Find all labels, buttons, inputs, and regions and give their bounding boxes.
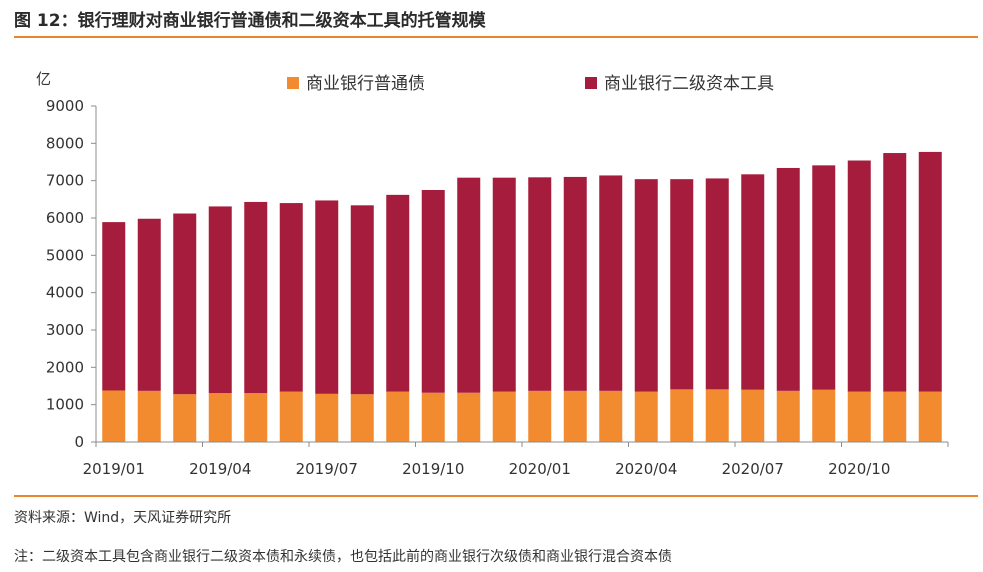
bar-segment-tier2-capital xyxy=(208,206,232,394)
x-tick-label: 2019/07 xyxy=(296,460,358,478)
bar-segment-ordinary-bonds xyxy=(812,389,836,442)
bar-segment-tier2-capital xyxy=(741,174,765,390)
bar-segment-ordinary-bonds xyxy=(670,389,694,442)
bar-segment-ordinary-bonds xyxy=(918,391,942,442)
x-tick-label: 2020/04 xyxy=(615,460,677,478)
bar-series xyxy=(102,151,942,442)
bar-segment-ordinary-bonds xyxy=(883,391,907,442)
bar-segment-tier2-capital xyxy=(883,153,907,392)
bar-segment-tier2-capital xyxy=(528,177,552,391)
bar-segment-tier2-capital xyxy=(705,178,729,390)
bar-segment-ordinary-bonds xyxy=(279,391,303,442)
bar-segment-ordinary-bonds xyxy=(208,393,232,442)
footnote: 注：二级资本工具包含商业银行二级资本债和永续债，也包括此前的商业银行次级债和商业… xyxy=(14,549,672,565)
legend-swatch xyxy=(585,77,597,89)
bar-segment-tier2-capital xyxy=(492,177,516,392)
y-tick-label: 1000 xyxy=(46,396,84,414)
bar-segment-ordinary-bonds xyxy=(350,394,374,442)
bar-segment-ordinary-bonds xyxy=(492,391,516,442)
x-axis: 2019/01 2019/04 2019/07 2019/10 2020/01 2020/… xyxy=(83,441,949,478)
bar-segment-tier2-capital xyxy=(279,203,303,392)
y-tick-label: 9000 xyxy=(46,97,84,115)
title-divider xyxy=(14,36,978,38)
bar-segment-ordinary-bonds xyxy=(315,393,339,442)
y-axis: 0 1000 2000 3000 4000 5000 6000 7000 8000 9000 xyxy=(46,97,97,451)
bar-segment-tier2-capital xyxy=(137,218,161,391)
bar-segment-tier2-capital xyxy=(670,179,694,390)
bar-segment-tier2-capital xyxy=(244,201,268,394)
bar-segment-tier2-capital xyxy=(386,194,410,392)
bar-segment-ordinary-bonds xyxy=(847,391,871,442)
footer-divider xyxy=(14,495,978,497)
x-tick-label: 2020/10 xyxy=(828,460,890,478)
legend-label: 商业银行普通债 xyxy=(306,74,425,94)
bar-segment-ordinary-bonds xyxy=(599,390,623,442)
source-note: 资料来源：Wind，天风证券研究所 xyxy=(14,510,232,526)
y-tick-label: 8000 xyxy=(46,134,84,152)
bar-segment-tier2-capital xyxy=(102,222,126,391)
y-tick-label: 4000 xyxy=(46,284,84,302)
y-tick-label: 3000 xyxy=(46,321,84,339)
bar-segment-ordinary-bonds xyxy=(173,394,197,442)
bar-segment-tier2-capital xyxy=(776,167,800,391)
y-tick-label: 7000 xyxy=(46,172,84,190)
y-tick-label: 5000 xyxy=(46,246,84,264)
bar-segment-tier2-capital xyxy=(457,177,481,393)
y-tick-label: 0 xyxy=(74,433,84,451)
bar-segment-tier2-capital xyxy=(563,176,587,391)
y-tick-label: 6000 xyxy=(46,209,84,227)
bar-segment-ordinary-bonds xyxy=(741,389,765,442)
bar-segment-ordinary-bonds xyxy=(563,390,587,442)
bar-segment-tier2-capital xyxy=(173,213,197,395)
bar-segment-ordinary-bonds xyxy=(634,391,658,442)
bar-segment-ordinary-bonds xyxy=(528,390,552,442)
legend-label: 商业银行二级资本工具 xyxy=(604,74,774,94)
x-tick-label: 2019/10 xyxy=(402,460,464,478)
legend-swatch xyxy=(287,77,299,89)
bar-segment-ordinary-bonds xyxy=(457,392,481,442)
x-tick-label: 2019/01 xyxy=(83,460,145,478)
bar-segment-ordinary-bonds xyxy=(705,389,729,442)
bar-segment-ordinary-bonds xyxy=(137,390,161,442)
stacked-bar-chart: 亿 商业银行普通债 商业银行二级资本工具 0 1000 2000 3000 4000 500… xyxy=(36,70,949,478)
bar-segment-ordinary-bonds xyxy=(386,391,410,442)
figure-title: 图 12：银行理财对商业银行普通债和二级资本工具的托管规模 xyxy=(14,11,486,31)
y-axis-unit-label: 亿 xyxy=(36,70,51,88)
bar-segment-tier2-capital xyxy=(350,205,374,395)
bar-segment-ordinary-bonds xyxy=(102,390,126,442)
bar-segment-ordinary-bonds xyxy=(776,390,800,442)
bar-segment-tier2-capital xyxy=(634,179,658,392)
bar-segment-tier2-capital xyxy=(918,151,942,392)
x-tick-label: 2020/01 xyxy=(509,460,571,478)
y-tick-label: 2000 xyxy=(46,358,84,376)
bar-segment-tier2-capital xyxy=(847,160,871,392)
bar-segment-tier2-capital xyxy=(812,165,836,390)
bar-segment-ordinary-bonds xyxy=(421,392,445,442)
bar-segment-ordinary-bonds xyxy=(244,393,268,442)
x-tick-label: 2020/07 xyxy=(722,460,784,478)
bar-segment-tier2-capital xyxy=(599,175,623,391)
chart-legend: 商业银行普通债 商业银行二级资本工具 xyxy=(287,74,774,94)
bar-segment-tier2-capital xyxy=(421,190,445,393)
x-tick-label: 2019/04 xyxy=(189,460,251,478)
bar-segment-tier2-capital xyxy=(315,200,339,394)
